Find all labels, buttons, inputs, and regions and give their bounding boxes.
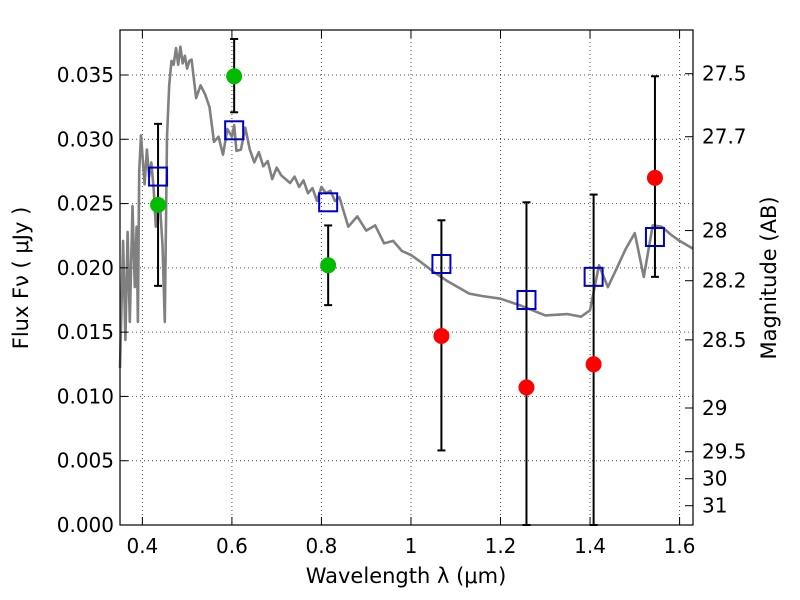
optical-flux-point: [226, 68, 243, 85]
y-tick-label: 0.005: [57, 449, 114, 473]
model-band-marker: [318, 192, 339, 213]
grid-lines: [120, 30, 693, 526]
model-band-marker: [224, 120, 245, 141]
y2-tick-label: 31: [702, 494, 727, 518]
y2-tick-label: 27.7: [702, 125, 747, 149]
y2-tick-label: 28: [702, 219, 727, 243]
model-spectrum-line: [118, 45, 694, 369]
x-tick-label: 0.6: [216, 534, 248, 558]
nir-flux-point: [433, 328, 450, 344]
x-tick-label: 1.6: [664, 534, 696, 558]
y2-tick-label: 27.5: [702, 62, 747, 86]
x-tick-label: 1.2: [485, 534, 517, 558]
y-tick-label: 0.025: [57, 192, 114, 216]
x-axis-title: Wavelength λ (μm): [306, 564, 507, 588]
optical-flux-point: [150, 196, 167, 213]
model-spectrum-layer: [118, 45, 694, 369]
y2-tick-label: 29: [702, 396, 727, 420]
model-band-marker: [516, 290, 537, 310]
model-bands-layer: [148, 120, 665, 310]
optical-flux-point: [320, 257, 337, 274]
y2-axis-title: Magnitude (AB): [757, 196, 781, 359]
model-band-marker: [148, 166, 169, 187]
model-band-marker: [431, 254, 452, 274]
x-tick-labels: 0.4 0.6 0.8 1 1.2 1.4 1.6: [126, 534, 695, 558]
nir-flux-point: [585, 356, 602, 373]
y-tick-label: 0.015: [57, 320, 114, 344]
x-tick-label: 1.4: [574, 534, 606, 558]
x-tick-label: 0.8: [306, 534, 338, 558]
model-band-marker: [583, 266, 604, 287]
nir-flux-point: [518, 379, 535, 396]
y2-tick-label: 28.2: [702, 269, 747, 293]
y2-tick-label: 30: [702, 467, 727, 491]
tick-marks: [120, 30, 693, 526]
y-tick-label: 0.030: [57, 127, 114, 151]
y2-tick-labels: 27.5 27.7 28 28.2 28.5 29 29.5 30 31: [702, 62, 747, 518]
y-tick-label: 0.035: [57, 63, 114, 87]
y-tick-label: 0.010: [57, 384, 114, 408]
model-band-marker: [644, 227, 665, 247]
x-tick-label: 0.4: [126, 534, 158, 558]
plot-frame: [119, 29, 694, 526]
y-tick-labels: 0.000 0.005 0.010 0.015 0.020 0.025 0.030 0.035: [57, 63, 114, 537]
observed-points-layer: [150, 68, 663, 396]
y-tick-label: 0.020: [57, 256, 114, 280]
y2-tick-label: 28.5: [702, 328, 747, 352]
y-tick-label: 0.000: [57, 513, 114, 537]
nir-flux-point: [646, 169, 663, 186]
y2-tick-label: 29.5: [702, 440, 747, 464]
y-axis-title: Flux Fν ( μJy ): [9, 207, 33, 350]
x-tick-label: 1: [405, 534, 418, 558]
